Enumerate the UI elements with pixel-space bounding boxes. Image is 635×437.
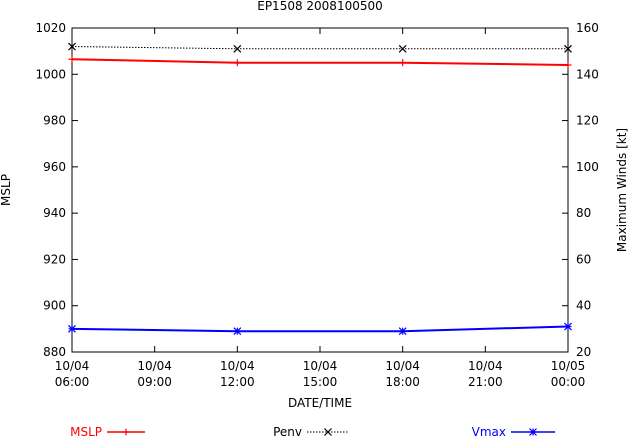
legend-label-vmax: Vmax bbox=[472, 425, 506, 437]
y-left-tick-label: 1020 bbox=[35, 21, 66, 35]
x-tick-label-date: 10/04 bbox=[220, 359, 255, 373]
y-left-tick-label: 980 bbox=[43, 114, 66, 128]
y-left-tick-label: 920 bbox=[43, 252, 66, 266]
x-tick-label-time: 00:00 bbox=[551, 375, 586, 389]
data-point-penv bbox=[233, 44, 242, 53]
y-axis-label-right: Maximum Winds [kt] bbox=[615, 128, 629, 252]
x-tick-label-date: 10/04 bbox=[385, 359, 420, 373]
x-tick-label-time: 06:00 bbox=[55, 375, 90, 389]
y-right-tick-label: 80 bbox=[576, 206, 591, 220]
x-tick-label-time: 09:00 bbox=[137, 375, 172, 389]
x-tick-label-date: 10/05 bbox=[551, 359, 586, 373]
y-right-tick-label: 100 bbox=[576, 160, 599, 174]
legend-label-mslp: MSLP bbox=[70, 425, 102, 437]
data-point-mslp bbox=[233, 59, 241, 67]
data-point-penv bbox=[398, 44, 407, 53]
y-right-tick-label: 120 bbox=[576, 114, 599, 128]
chart-title: EP1508 2008100500 bbox=[257, 0, 383, 13]
x-tick-label-date: 10/04 bbox=[468, 359, 503, 373]
data-point-vmax bbox=[398, 327, 407, 336]
data-point-vmax bbox=[564, 322, 572, 331]
y-right-tick-label: 140 bbox=[576, 67, 599, 81]
y-axis-label-left: MSLP bbox=[0, 174, 13, 206]
data-point-penv bbox=[564, 44, 572, 53]
y-right-tick-label: 60 bbox=[576, 252, 591, 266]
series-line-mslp bbox=[71, 58, 569, 66]
x-tick-label-time: 21:00 bbox=[468, 375, 503, 389]
data-point-mslp bbox=[399, 59, 407, 67]
legend-label-penv: Penv bbox=[273, 425, 302, 437]
axes-layer: 880 900 920 940 960 980 1000 1020 20 40 60 80 100 120… bbox=[35, 21, 598, 389]
series-layer bbox=[68, 42, 572, 336]
data-point-vmax bbox=[68, 324, 76, 333]
data-point-mslp bbox=[564, 61, 572, 69]
data-point-vmax bbox=[233, 327, 242, 336]
y-left-tick-label: 960 bbox=[43, 160, 66, 174]
x-tick-label-time: 18:00 bbox=[385, 375, 420, 389]
y-right-tick-label: 40 bbox=[576, 299, 591, 313]
x-tick-label-date: 10/04 bbox=[303, 359, 338, 373]
data-point-penv bbox=[68, 42, 76, 51]
legend-marker-vmax bbox=[529, 428, 537, 436]
y-right-tick-label: 20 bbox=[576, 345, 591, 359]
data-point-mslp bbox=[68, 55, 76, 63]
y-left-tick-label: 940 bbox=[43, 206, 66, 220]
x-tick-label-date: 10/04 bbox=[137, 359, 172, 373]
x-axis-label: DATE/TIME bbox=[288, 396, 352, 410]
y-right-tick-label: 160 bbox=[576, 21, 599, 35]
legend-marker-mslp bbox=[122, 428, 130, 436]
series-line-vmax bbox=[71, 325, 569, 333]
plot-area bbox=[71, 27, 569, 353]
x-tick-label-time: 15:00 bbox=[303, 375, 338, 389]
legend-marker-penv bbox=[324, 428, 332, 436]
x-tick-label-time: 12:00 bbox=[220, 375, 255, 389]
y-left-tick-label: 880 bbox=[43, 345, 66, 359]
y-left-tick-label: 900 bbox=[43, 299, 66, 313]
x-tick-label-date: 10/04 bbox=[55, 359, 90, 373]
legend: MSLP Penv Vmax bbox=[70, 425, 555, 437]
y-left-tick-label: 1000 bbox=[35, 67, 66, 81]
